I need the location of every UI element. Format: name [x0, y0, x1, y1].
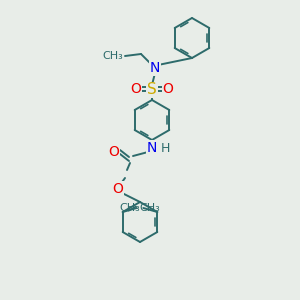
- Text: H: H: [161, 142, 170, 154]
- Text: N: N: [150, 61, 160, 75]
- Text: O: O: [112, 182, 123, 196]
- Text: CH₃: CH₃: [140, 203, 160, 213]
- Text: S: S: [147, 82, 157, 98]
- Text: CH₃: CH₃: [120, 203, 140, 213]
- Text: CH₃: CH₃: [102, 51, 123, 61]
- Text: O: O: [109, 145, 119, 159]
- Text: O: O: [163, 82, 173, 96]
- Text: O: O: [130, 82, 141, 96]
- Text: N: N: [147, 141, 157, 155]
